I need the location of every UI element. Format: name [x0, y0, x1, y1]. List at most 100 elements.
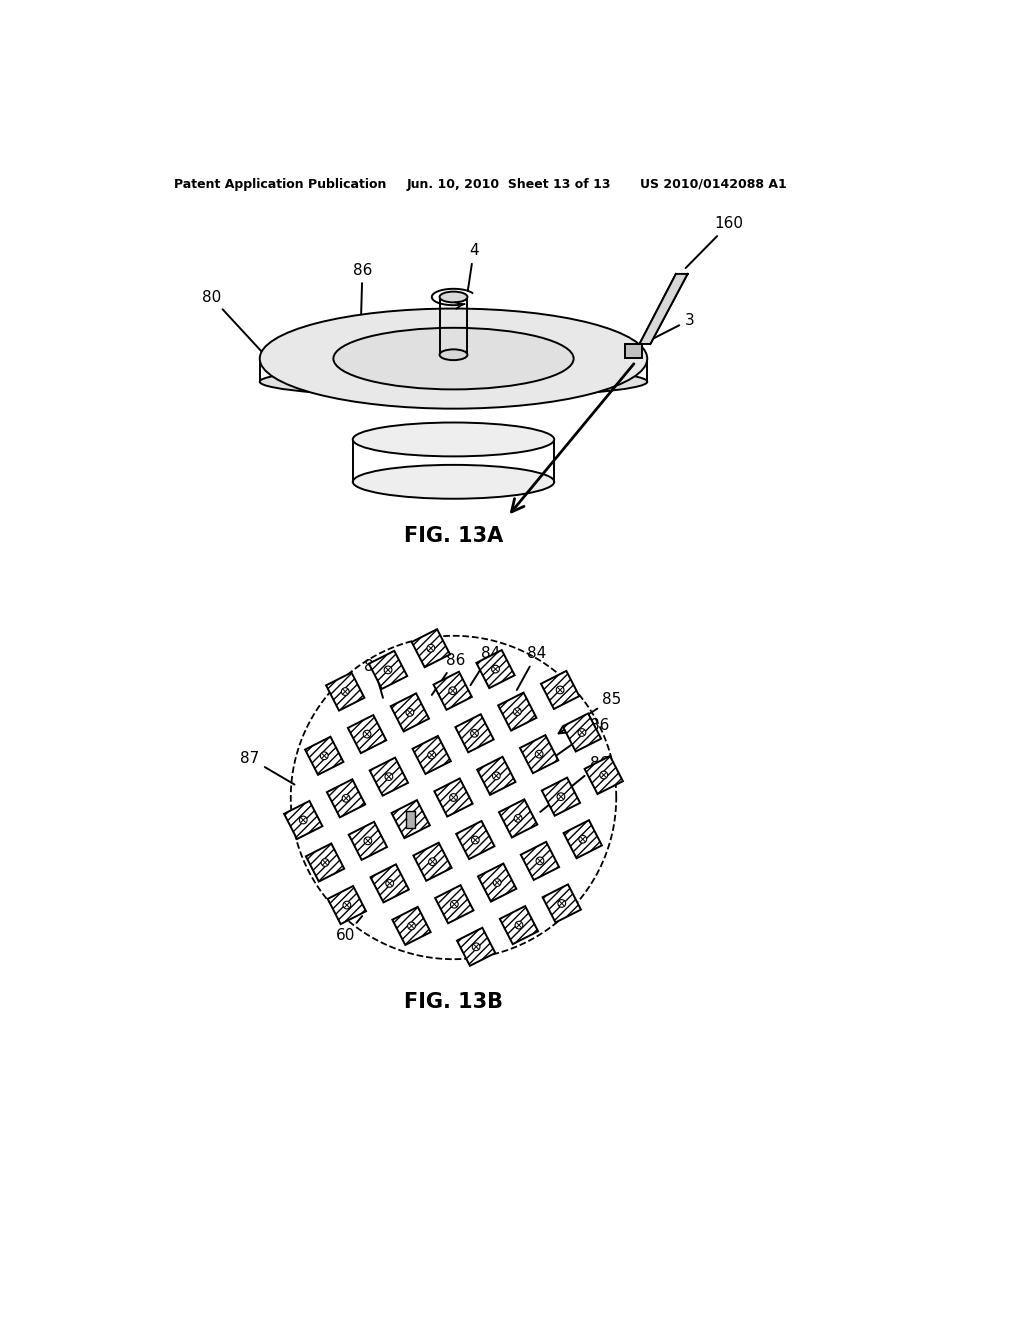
Polygon shape	[585, 756, 623, 795]
Ellipse shape	[439, 350, 467, 360]
Polygon shape	[542, 777, 581, 816]
Polygon shape	[477, 756, 515, 795]
Circle shape	[364, 837, 372, 845]
Polygon shape	[498, 693, 537, 731]
Text: 88: 88	[365, 660, 384, 698]
Circle shape	[515, 921, 523, 929]
Circle shape	[493, 772, 500, 780]
Ellipse shape	[352, 422, 554, 457]
Circle shape	[364, 730, 371, 738]
Polygon shape	[369, 651, 408, 689]
Polygon shape	[433, 672, 472, 710]
Polygon shape	[306, 843, 344, 882]
Circle shape	[472, 942, 480, 950]
Circle shape	[299, 816, 307, 824]
Text: 3: 3	[646, 313, 694, 342]
Circle shape	[557, 793, 565, 800]
Polygon shape	[413, 737, 451, 774]
Text: FIG. 13B: FIG. 13B	[404, 991, 503, 1011]
Ellipse shape	[439, 292, 467, 302]
Polygon shape	[456, 821, 495, 859]
Text: 86: 86	[352, 263, 372, 333]
Polygon shape	[563, 820, 602, 858]
Circle shape	[427, 644, 435, 652]
Polygon shape	[371, 865, 409, 903]
Circle shape	[321, 752, 328, 759]
Text: 86: 86	[432, 653, 465, 694]
Circle shape	[407, 816, 415, 824]
Circle shape	[406, 709, 414, 717]
Circle shape	[558, 900, 565, 907]
Circle shape	[449, 686, 457, 694]
Polygon shape	[520, 735, 558, 774]
Circle shape	[579, 836, 587, 843]
Polygon shape	[456, 714, 494, 752]
Circle shape	[408, 923, 416, 929]
Circle shape	[451, 900, 458, 908]
Text: 60: 60	[336, 916, 362, 942]
Circle shape	[600, 771, 607, 779]
Polygon shape	[499, 800, 538, 837]
Circle shape	[341, 688, 349, 696]
Polygon shape	[349, 822, 387, 859]
Text: 84: 84	[517, 647, 547, 690]
Bar	[625, 345, 642, 358]
Text: 86: 86	[541, 718, 609, 767]
Polygon shape	[434, 779, 473, 817]
Text: 84: 84	[470, 647, 500, 685]
Circle shape	[322, 859, 329, 866]
Text: Jun. 10, 2010  Sheet 13 of 13: Jun. 10, 2010 Sheet 13 of 13	[407, 178, 611, 190]
Text: 160: 160	[686, 216, 743, 268]
Polygon shape	[284, 801, 323, 840]
Polygon shape	[640, 275, 687, 345]
Polygon shape	[391, 693, 429, 731]
Circle shape	[342, 795, 350, 803]
Text: 80: 80	[202, 289, 273, 364]
Polygon shape	[541, 671, 580, 709]
Polygon shape	[457, 928, 496, 966]
Text: 87: 87	[241, 751, 295, 784]
Polygon shape	[327, 779, 366, 817]
Circle shape	[429, 858, 436, 866]
Polygon shape	[391, 800, 430, 838]
Polygon shape	[412, 630, 450, 667]
Circle shape	[471, 836, 479, 843]
Circle shape	[537, 857, 544, 865]
Polygon shape	[392, 907, 431, 945]
Text: US 2010/0142088 A1: US 2010/0142088 A1	[640, 178, 786, 190]
Circle shape	[385, 772, 393, 780]
Ellipse shape	[260, 309, 647, 409]
Circle shape	[471, 730, 478, 737]
Polygon shape	[478, 863, 516, 902]
Circle shape	[428, 751, 435, 759]
Polygon shape	[543, 884, 581, 923]
Circle shape	[513, 708, 521, 715]
Ellipse shape	[352, 465, 554, 499]
Circle shape	[579, 729, 586, 737]
Polygon shape	[521, 842, 559, 880]
Text: 85: 85	[558, 692, 622, 734]
Circle shape	[536, 750, 543, 758]
Polygon shape	[370, 758, 408, 796]
Circle shape	[556, 686, 564, 694]
Circle shape	[343, 902, 351, 909]
Polygon shape	[476, 649, 515, 688]
Circle shape	[384, 667, 392, 673]
Circle shape	[386, 879, 393, 887]
Ellipse shape	[260, 367, 647, 397]
Polygon shape	[563, 713, 601, 751]
Polygon shape	[326, 672, 365, 710]
Circle shape	[450, 793, 458, 801]
Polygon shape	[348, 715, 386, 754]
Polygon shape	[500, 906, 538, 944]
Bar	[407, 810, 416, 828]
Polygon shape	[305, 737, 343, 775]
Polygon shape	[414, 842, 452, 880]
Polygon shape	[435, 886, 473, 923]
Text: Patent Application Publication: Patent Application Publication	[174, 178, 387, 190]
Ellipse shape	[334, 327, 573, 389]
Circle shape	[514, 814, 522, 822]
Circle shape	[494, 879, 501, 887]
Text: 86: 86	[541, 756, 609, 812]
Polygon shape	[328, 886, 366, 924]
